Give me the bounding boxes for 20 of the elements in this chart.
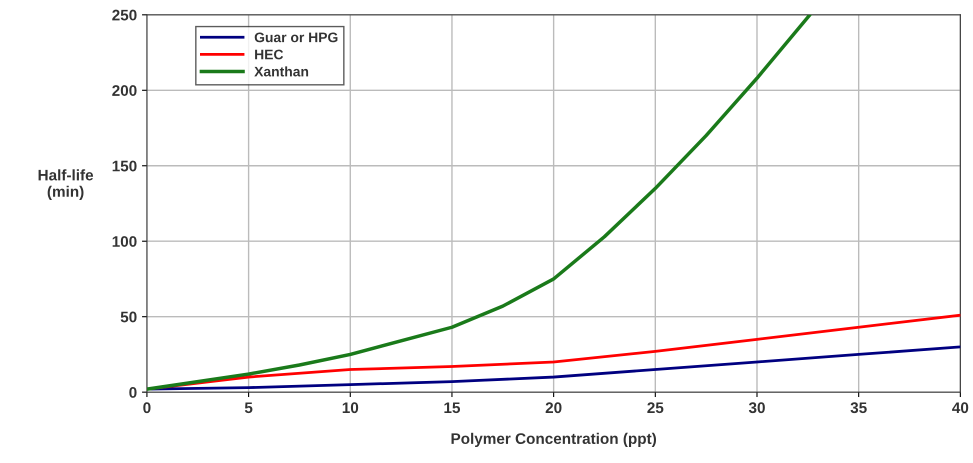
legend-label: HEC (255, 50, 284, 60)
x-tick-label: 15 (444, 402, 460, 414)
x-axis-title: Polymer Concentration (ppt) (452, 432, 656, 448)
x-tick-label: 0 (143, 402, 151, 414)
y-axis-title: Half-life (min) (38, 169, 94, 200)
x-tick-label: 20 (546, 402, 562, 414)
x-tick-label: 5 (244, 402, 252, 414)
y-tick-label: 250 (112, 10, 137, 20)
x-tick-label: 40 (952, 402, 968, 414)
x-tick-label: 30 (748, 402, 765, 414)
x-tick-label: 35 (850, 402, 867, 414)
x-tick-label: 10 (342, 402, 358, 414)
legend-label: Xanthan (254, 66, 308, 77)
y-tick-label: 200 (112, 85, 137, 96)
y-tick-label: 50 (120, 312, 137, 322)
y-tick-label: 150 (112, 160, 137, 172)
legend-label: Guar or HPG (254, 32, 338, 42)
y-tick-label: 0 (129, 387, 137, 398)
x-tick-label: 25 (647, 402, 664, 414)
y-tick-label: 100 (112, 236, 137, 247)
